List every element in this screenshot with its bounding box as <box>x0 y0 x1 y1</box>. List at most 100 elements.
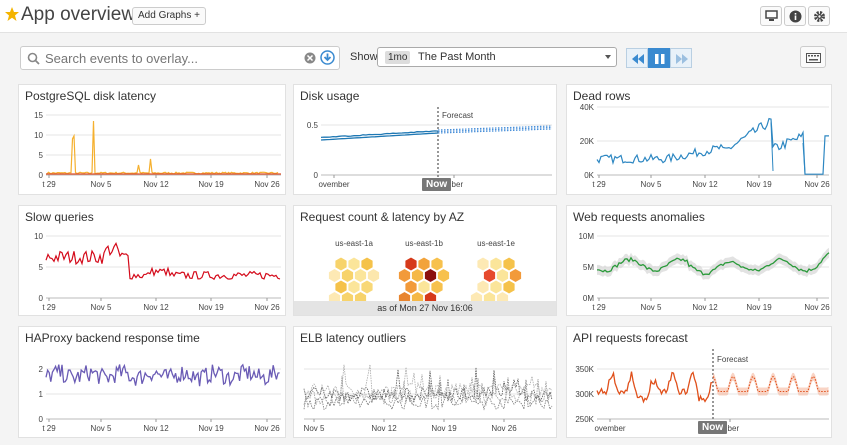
drop-line <box>802 142 806 175</box>
top-bar: App overview Add Graphs + <box>0 0 847 33</box>
widget-title: Disk usage <box>300 89 360 103</box>
y-tick-label: 20K <box>580 137 595 146</box>
host-hexagon <box>360 279 374 295</box>
now-marker: Now <box>698 421 728 434</box>
host-hexagon <box>353 267 368 284</box>
star-icon[interactable] <box>4 6 20 22</box>
y-tick-label: 0 <box>39 415 44 424</box>
x-tick-label: ovember <box>594 424 625 433</box>
add-graphs-button[interactable]: Add Graphs + <box>132 7 206 25</box>
y-tick-label: 1 <box>39 390 44 399</box>
info-button[interactable] <box>784 6 806 26</box>
host-hexagon <box>489 256 503 272</box>
widget-title: API requests forecast <box>573 331 688 345</box>
host-hexagon <box>410 267 425 284</box>
x-tick-label: Nov 19 <box>198 180 224 189</box>
widget-elb-latency-outliers[interactable]: ELB latency outliers Nov 5 Nov 12 Nov 19 No… <box>293 326 557 438</box>
x-tick-label: Nov 12 <box>371 424 397 433</box>
host-hexagon <box>360 256 374 272</box>
as-of-timestamp: as of Mon 27 Nov 16:06 <box>294 301 556 315</box>
forward-button[interactable] <box>670 48 692 68</box>
clear-icon[interactable] <box>304 52 316 64</box>
widget-slow-queries[interactable]: Slow queries 10 5 0 t 29 Nov 5 Nov 12 Nov 19 No… <box>18 205 286 316</box>
now-marker: Now <box>422 178 452 191</box>
y-tick-label: 0 <box>39 171 44 180</box>
forecast-line <box>437 125 553 131</box>
host-hexagon <box>502 256 516 272</box>
response-time-line <box>45 363 280 388</box>
haproxy-chart: 2 1 0t 29 Nov 5 Nov 12 Nov 19 Nov 26 <box>39 363 281 433</box>
x-tick-label: Nov 5 <box>91 180 112 189</box>
settings-button[interactable] <box>808 6 830 26</box>
x-tick-label: Nov 5 <box>641 303 662 312</box>
y-tick-label: 300K <box>575 390 594 399</box>
host-hexagon <box>423 267 438 284</box>
elb-outliers-chart: Nov 5 Nov 12 Nov 19 Nov 26 <box>303 364 553 433</box>
x-tick-label: Nov 5 <box>641 180 662 189</box>
forecast-label: Forecast <box>442 111 474 120</box>
y-tick-label: 0.5 <box>307 121 319 130</box>
search-icon <box>27 52 40 65</box>
x-tick-label: Nov 12 <box>143 303 169 312</box>
widget-api-requests-forecast[interactable]: API requests forecast 350K 300K 250K ovembe… <box>566 326 832 438</box>
outlier-line <box>303 364 553 398</box>
pause-button[interactable] <box>648 48 670 68</box>
monitor-icon <box>765 10 778 21</box>
anomaly-band <box>597 247 829 280</box>
x-tick-label: Nov 19 <box>198 303 224 312</box>
widget-web-requests-anomalies[interactable]: Web requests anomalies 10M 5M 0M t 29 Nov 5 N… <box>566 205 832 316</box>
chevron-down-icon <box>605 55 611 59</box>
x-tick-label: Nov 19 <box>198 424 224 433</box>
widget-title: ELB latency outliers <box>300 331 407 345</box>
host-hexagon <box>430 279 444 295</box>
x-tick-label: ovember <box>318 180 349 189</box>
x-tick-label: Nov 26 <box>254 303 280 312</box>
y-tick-label: 0 <box>314 171 319 180</box>
keyboard-button[interactable] <box>800 46 826 68</box>
x-tick-label: t 29 <box>42 180 56 189</box>
timeframe-select[interactable]: 1mo The Past Month <box>377 47 617 67</box>
widget-dead-rows[interactable]: Dead rows 40K 20K 0K t 29 Nov 5 Nov 12 Nov 19 N… <box>566 84 832 195</box>
widget-title: Request count & latency by AZ <box>300 210 465 224</box>
host-hexagon <box>327 267 342 284</box>
host-hexagon <box>366 267 381 284</box>
tv-mode-button[interactable] <box>760 6 782 26</box>
info-icon <box>789 10 802 23</box>
host-hexagon <box>340 267 355 284</box>
slow-queries-chart: 10 5 0t 29 Nov 5 Nov 12 Nov 19 Nov 26 <box>34 232 281 312</box>
timeframe-badge: 1mo <box>385 51 411 64</box>
y-tick-label: 15 <box>34 111 43 120</box>
x-tick-label: Nov 19 <box>746 303 772 312</box>
x-tick-label: Nov 12 <box>692 303 718 312</box>
x-tick-label: t 29 <box>42 303 56 312</box>
x-tick-label: Nov 26 <box>491 424 517 433</box>
y-tick-label: 5 <box>39 151 44 160</box>
y-tick-label: 2 <box>39 365 44 374</box>
dead-rows-chart: 40K 20K 0Kt 29 Nov 5 Nov 12 Nov 19 Nov 26 <box>580 103 830 189</box>
search-input[interactable] <box>45 51 295 66</box>
forecast-line <box>712 375 829 393</box>
x-tick-label: Nov 12 <box>692 180 718 189</box>
widget-request-count-latency[interactable]: Request count & latency by AZ us-east-1a… <box>293 205 557 316</box>
search-box[interactable] <box>20 46 340 70</box>
forecast-line <box>437 126 553 133</box>
widget-title: HAProxy backend response time <box>25 331 200 345</box>
postgres-latency-chart: 15 10 5 0t 29 Nov 5 Nov 12 Nov 19 Nov 26 <box>34 111 281 189</box>
rewind-button[interactable] <box>626 48 648 68</box>
widget-disk-usage[interactable]: Disk usage 0.5 0 ovember mber Forecast Now <box>293 84 557 195</box>
x-tick-label: Nov 26 <box>804 180 830 189</box>
x-tick-label: Nov 12 <box>143 180 169 189</box>
widget-postgres-disk-latency[interactable]: PostgreSQL disk latency 15 10 5 0 t 29 Nov 5 N… <box>18 84 286 195</box>
timeframe-value: The Past Month <box>418 51 496 63</box>
download-icon[interactable] <box>320 50 335 65</box>
show-label: Show <box>350 51 378 63</box>
x-tick-label: Nov 19 <box>431 424 457 433</box>
host-hexagon <box>476 279 490 295</box>
x-tick-label: Nov 5 <box>304 424 325 433</box>
api-requests-line <box>596 370 713 404</box>
host-hexagon <box>469 267 484 284</box>
x-tick-label: Nov 26 <box>254 424 280 433</box>
x-tick-label: Nov 26 <box>254 180 280 189</box>
